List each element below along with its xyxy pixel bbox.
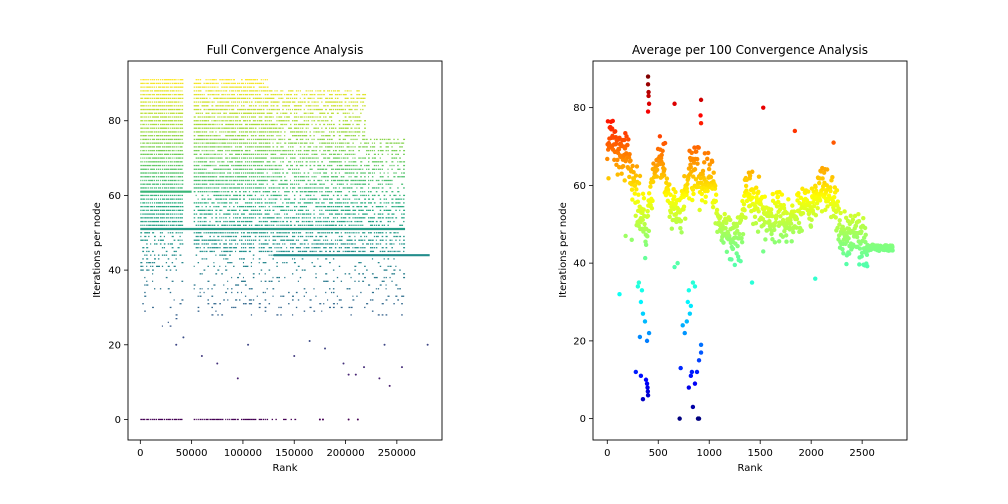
data-point: [629, 187, 635, 192]
data-point: [635, 199, 641, 204]
data-point: [324, 347, 327, 350]
right-chart-panel: Average per 100 Convergence Analysis 0 50…: [558, 43, 908, 474]
data-point: [610, 118, 615, 124]
y-tick-label: 40: [108, 266, 121, 277]
data-point: [628, 158, 633, 163]
data-point: [613, 141, 619, 146]
data-point: [622, 137, 627, 143]
right-plot-area: [605, 74, 895, 421]
y-tick-label: 80: [108, 116, 121, 127]
y-tick-label: 60: [108, 191, 121, 202]
data-point: [622, 178, 627, 183]
data-point: [622, 146, 628, 151]
data-point: [383, 343, 386, 346]
data-point: [619, 171, 624, 176]
data-point: [426, 343, 429, 346]
data-point: [618, 154, 623, 160]
data-point: [378, 377, 381, 380]
data-point: [318, 418, 321, 421]
data-point: [615, 157, 620, 163]
data-point: [308, 340, 311, 343]
data-point: [293, 354, 296, 357]
left-x-axis-label: Rank: [273, 463, 298, 474]
x-tick-label: 150000: [275, 448, 313, 459]
data-point: [175, 343, 178, 346]
data-point: [236, 377, 239, 380]
left-chart-panel: Full Convergence Analysis 0 50000 100000 15…: [92, 43, 443, 474]
x-tick-label: 0: [137, 448, 143, 459]
data-point: [634, 164, 640, 169]
data-point: [200, 354, 203, 357]
data-point: [247, 343, 250, 346]
data-point: [631, 169, 636, 175]
data-point: [363, 366, 366, 369]
left-ticks: 0 50000 100000 150000 200000 250000 0 20 40 60 80: [108, 116, 416, 459]
data-point: [356, 418, 359, 421]
data-point: [636, 181, 642, 186]
data-point: [606, 176, 611, 181]
data-point: [632, 191, 637, 196]
y-tick-label: 20: [108, 340, 121, 351]
data-point: [637, 173, 643, 179]
data-point: [633, 173, 639, 178]
data-point: [633, 213, 638, 218]
left-chart-title: Full Convergence Analysis: [207, 43, 364, 57]
data-point: [400, 366, 403, 369]
data-point: [613, 129, 618, 134]
right-chart-title: Average per 100 Convergence Analysis: [632, 43, 868, 57]
x-tick-label: 50000: [176, 448, 208, 459]
data-point: [636, 192, 641, 197]
data-point: [616, 147, 622, 152]
data-point: [354, 373, 357, 376]
data-point: [182, 336, 185, 339]
data-point: [615, 172, 620, 177]
data-point: [630, 197, 635, 202]
data-point: [347, 418, 350, 421]
data-point: [627, 174, 632, 180]
data-point: [625, 142, 630, 148]
y-tick-label: 0: [115, 415, 121, 426]
data-point: [627, 152, 632, 157]
left-y-axis-label: Iterations per node: [92, 202, 103, 298]
data-point: [216, 362, 219, 365]
x-tick-label: 100000: [224, 448, 262, 459]
data-point: [347, 373, 350, 376]
left-axes-frame: [127, 60, 443, 441]
data-point: [342, 362, 345, 365]
data-point: [612, 157, 617, 163]
x-tick-label: 250000: [378, 448, 416, 459]
x-tick-label: 200000: [326, 448, 364, 459]
data-point: [605, 156, 610, 162]
data-point: [626, 137, 631, 142]
data-point: [634, 187, 639, 192]
data-point: [630, 163, 635, 169]
left-plot-area: [140, 79, 430, 421]
data-point: [620, 163, 626, 169]
data-point: [388, 384, 391, 387]
data-point: [321, 418, 324, 421]
data-point: [632, 183, 638, 188]
